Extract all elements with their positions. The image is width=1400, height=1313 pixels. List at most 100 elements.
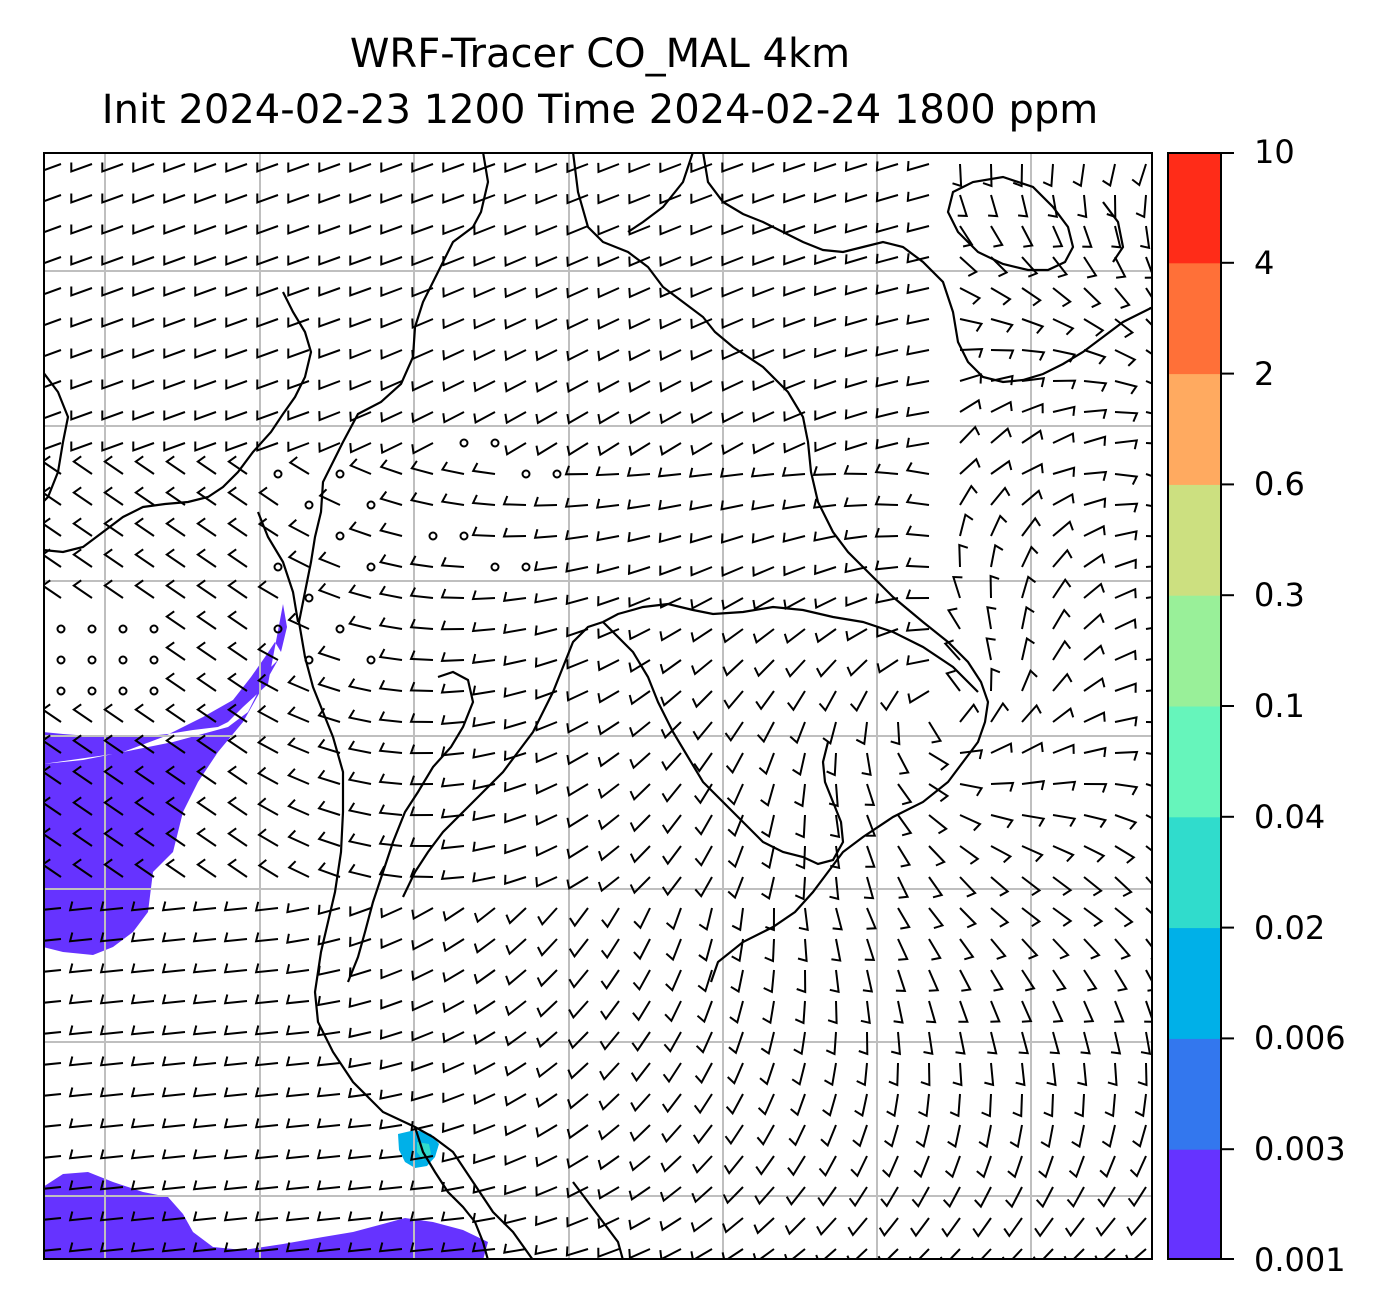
wind-barb [378,835,403,847]
wind-barb [68,1056,93,1067]
wind-barb [783,597,806,611]
wind-barb [959,703,980,723]
wind-barb [566,690,589,702]
wind-barb [1145,876,1153,898]
wind-barb [758,752,775,776]
wind-barb [316,1149,341,1160]
wind-barb [1021,668,1038,692]
wind-barb [285,1242,310,1253]
wind-barb [536,1000,558,1018]
wind-barb [535,287,558,299]
wind-barb [875,408,899,419]
wind-barb [815,1248,837,1260]
wind-barb [1003,1217,1023,1238]
wind-barb [990,400,1013,413]
wind-barb [600,1000,620,1021]
coastline [946,175,1075,272]
wind-barb [781,466,806,477]
wind-barb [692,721,713,741]
wind-barb [349,348,372,360]
wind-barb [661,783,682,803]
wind-barb [1021,225,1034,248]
colorbar-ticks [1222,152,1234,1260]
wind-barb [928,814,948,835]
wind-barb [130,963,155,974]
wind-barb [440,1242,465,1253]
wind-barb [534,1244,558,1256]
wind-barb [99,1211,124,1222]
wind-barb [905,621,930,632]
wind-barb [1042,163,1054,188]
wind-barb [816,1217,837,1237]
wind-barb [134,734,155,754]
wind-barb [752,628,775,644]
wind-barb [1021,845,1044,863]
wind-barb [761,876,775,901]
wind-barb [316,1056,341,1067]
wind-barb [886,1093,899,1118]
wind-barb [1083,644,1105,661]
wind-barb [1114,530,1138,541]
wind-barb [959,318,984,332]
wind-barb [633,938,651,961]
wind-barb [440,493,465,506]
wind-barb [660,1155,682,1173]
wind-barb [411,907,434,921]
colorbar-frame [1167,152,1222,1260]
wind-barb [990,938,1007,960]
wind-barb [68,963,93,974]
wind-barb [1099,1155,1116,1179]
wind-barb [752,380,775,392]
wind-barb [818,690,837,713]
wind-barb [1052,318,1075,336]
calm-wind-marker [459,531,469,541]
wind-barb [225,224,248,235]
wind-barb [659,1186,682,1203]
wind-barb [1104,1093,1116,1118]
wind-barb [378,1149,403,1160]
wind-barb [1052,969,1067,992]
wind-barb [692,1155,713,1174]
wind-barb [471,1242,496,1253]
wind-barb [134,455,155,475]
wind-barb [43,765,62,785]
wind-barb [1083,1000,1095,1023]
wind-barb [597,287,620,299]
wind-barb [946,607,961,630]
wind-barb [257,517,279,537]
wind-barb [254,1180,279,1191]
wind-barb [196,641,217,661]
wind-barb [1052,876,1073,896]
wind-barb [132,255,155,266]
wind-barb [861,752,872,776]
colorbar-tick-label: 0.1 [1254,687,1305,725]
wind-barb [723,690,744,710]
wind-barb [440,869,465,881]
wind-barb [1125,1248,1147,1260]
wind-barb [504,193,527,205]
wind-barb [659,193,682,205]
wind-barb [628,225,651,236]
wind-barb [1083,876,1103,897]
wind-barb [256,379,279,390]
wind-barb [1114,439,1139,450]
wind-barb [254,1087,279,1098]
wind-barb [794,1000,806,1025]
wind-barb [442,907,465,922]
wind-barb [875,315,899,326]
wind-barb [256,286,279,297]
wind-barb [830,845,841,870]
wind-barb [784,1217,806,1236]
wind-barb [906,345,930,356]
wind-barb [317,676,341,692]
wind-barb [752,349,775,360]
wind-barb [165,765,186,785]
wind-barb [165,672,186,692]
wind-barb [690,287,713,298]
wind-barb [597,1247,620,1259]
wind-barb [349,255,372,266]
wind-barb [875,253,899,265]
wind-barb [225,286,248,297]
wind-barb [814,161,837,173]
wind-barb [862,969,874,993]
